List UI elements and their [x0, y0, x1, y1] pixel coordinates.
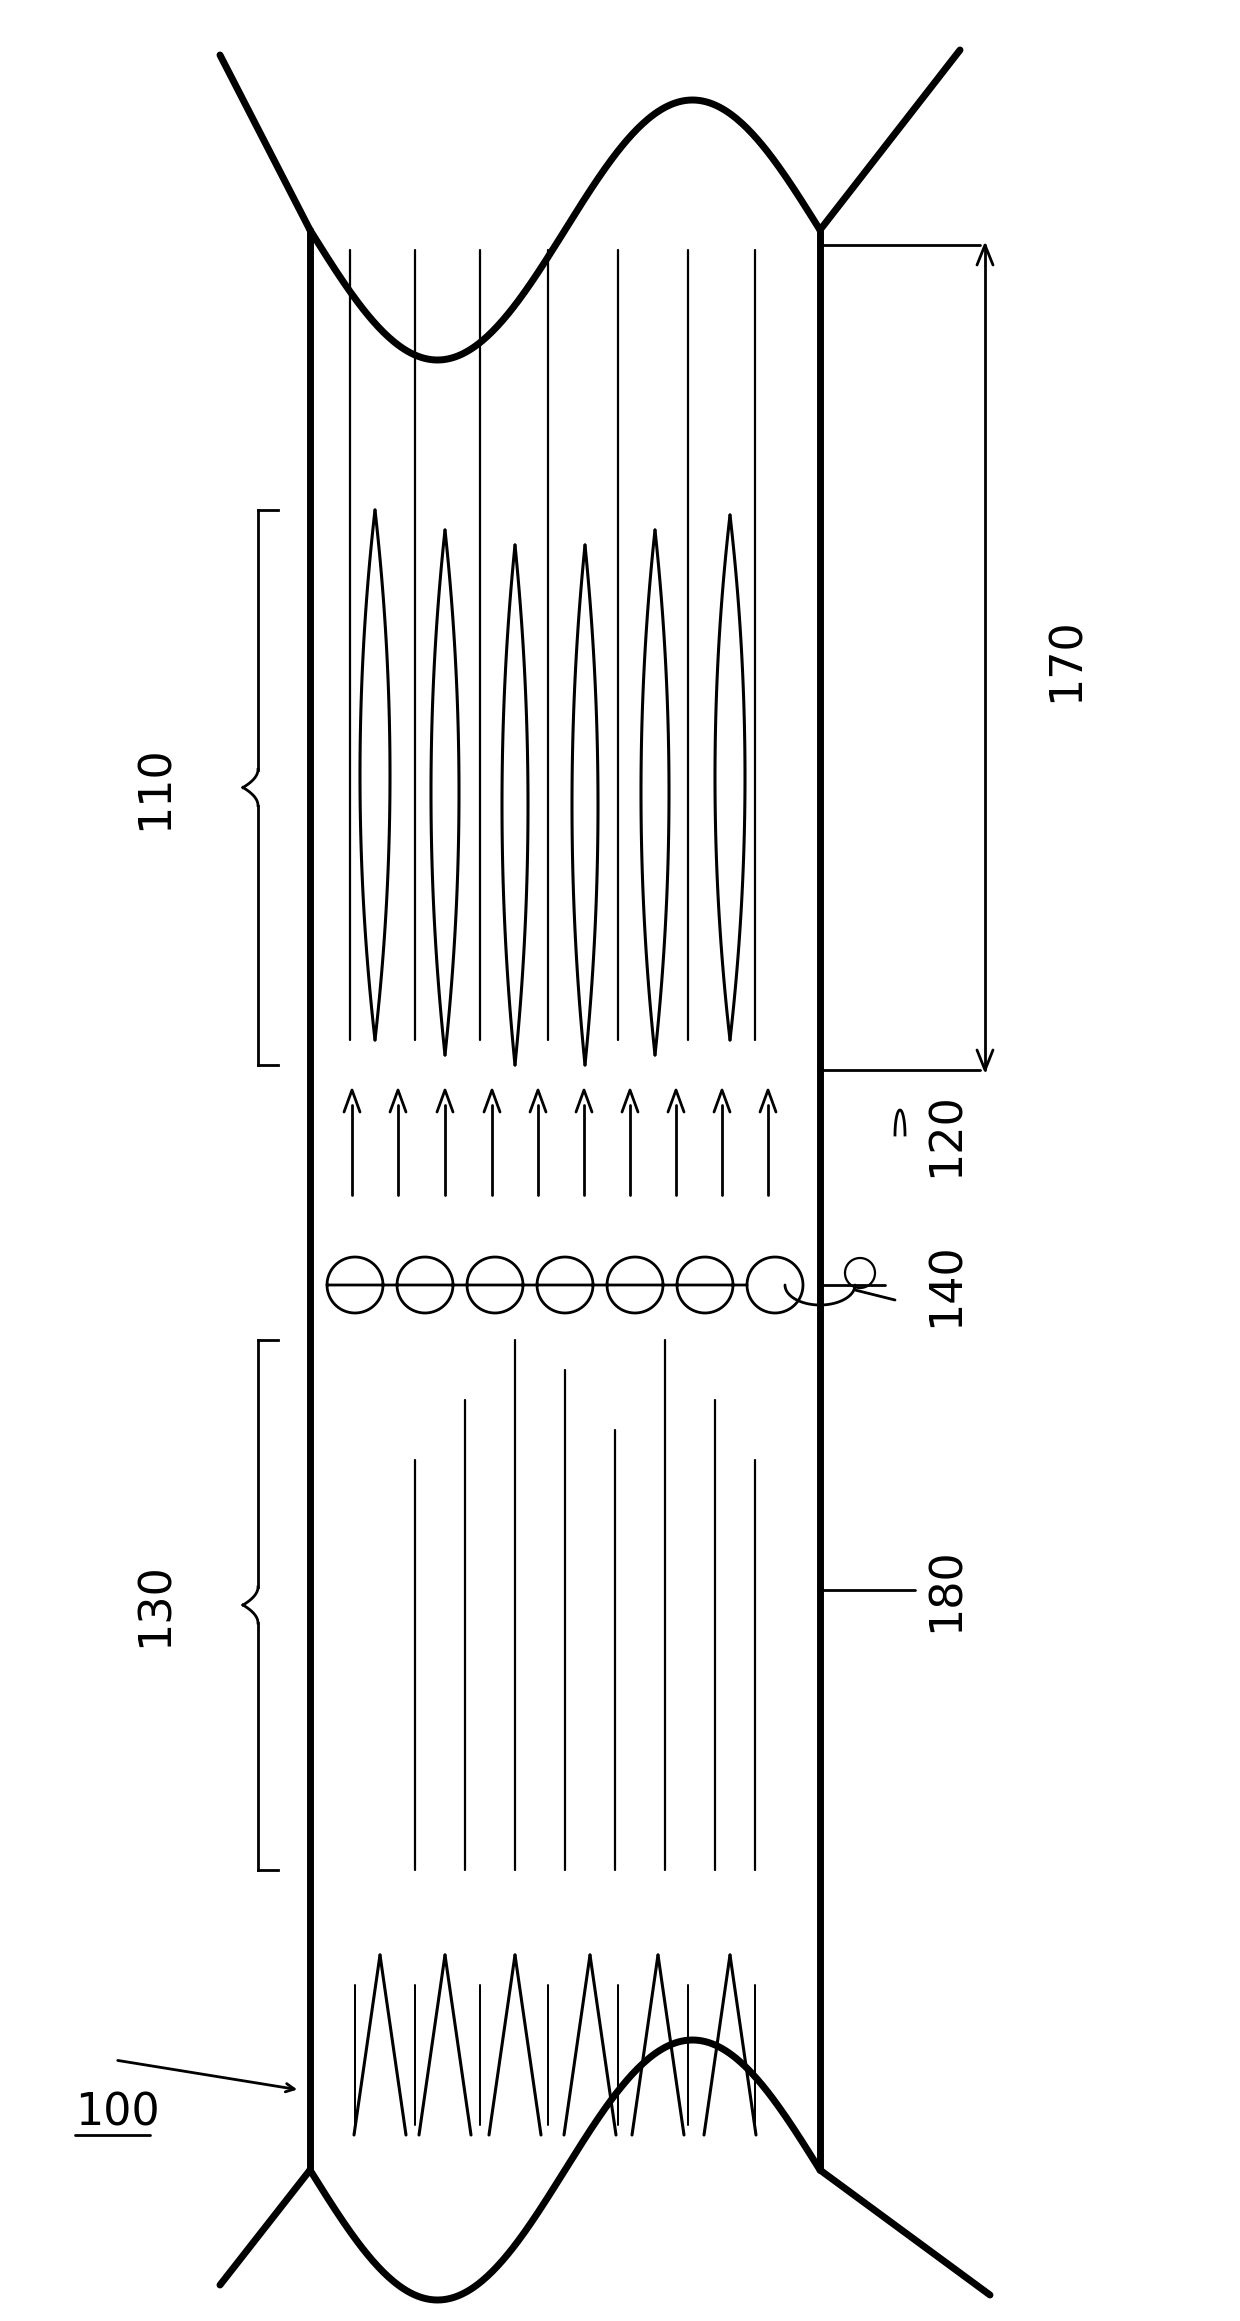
Text: 100: 100	[74, 2091, 160, 2135]
Text: 170: 170	[1045, 617, 1087, 703]
Text: 110: 110	[134, 745, 176, 831]
Text: 180: 180	[925, 1548, 968, 1632]
Text: 130: 130	[134, 1562, 176, 1648]
Text: 140: 140	[925, 1242, 968, 1328]
Text: 120: 120	[925, 1093, 968, 1177]
